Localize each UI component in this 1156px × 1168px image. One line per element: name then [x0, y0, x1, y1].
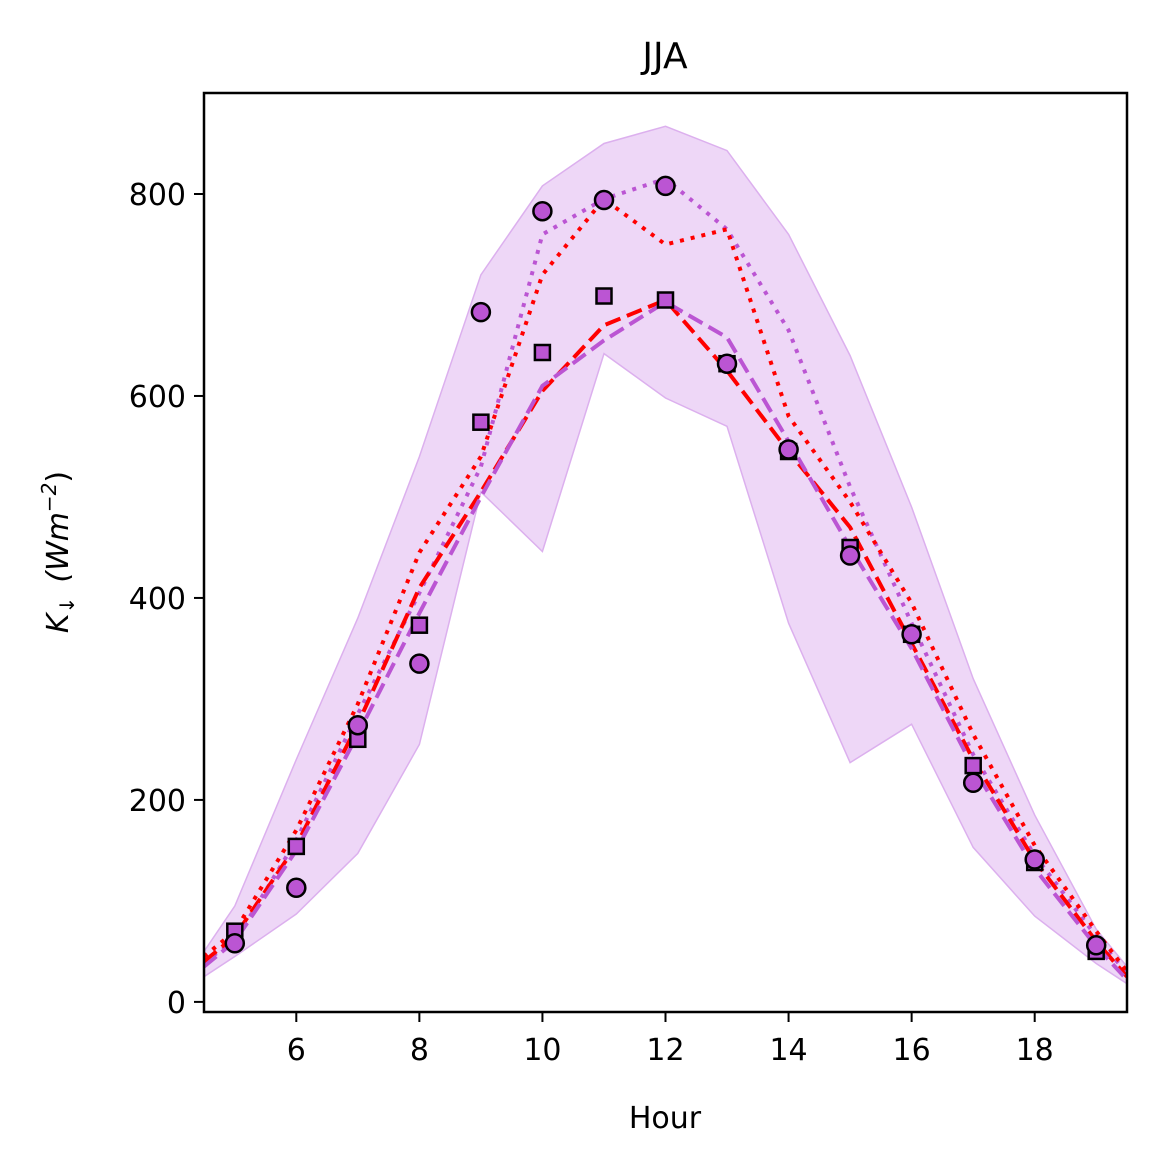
square-marker: [410, 616, 429, 634]
x-tick-label: 10: [523, 1033, 561, 1068]
y-tick-label: 0: [167, 986, 186, 1021]
chart-title: JJA: [640, 36, 688, 77]
y-axis: 0 200 400 600 800: [129, 178, 204, 1021]
circle-marker: [593, 189, 615, 211]
circle-marker: [286, 877, 307, 899]
y-axis-label: K↓ (Wm−2): [37, 471, 79, 633]
series-line-dashed-purple: [204, 299, 1127, 982]
circle-marker: [347, 714, 369, 736]
y-axis-label-close: ): [41, 471, 76, 483]
plot-area: [204, 125, 1127, 985]
circle-marker: [901, 624, 922, 645]
square-marker: [656, 291, 675, 309]
y-axis-label-unit: (Wm: [41, 512, 76, 583]
square-marker: [533, 343, 552, 362]
x-tick-label: 8: [410, 1033, 429, 1068]
x-tick-label: 6: [287, 1033, 306, 1068]
circle-marker: [962, 772, 984, 794]
y-axis-label-symbol: K: [41, 611, 76, 633]
x-tick-label: 14: [769, 1033, 807, 1068]
marker-layer: [224, 175, 1107, 961]
y-tick-label: 600: [129, 380, 186, 415]
square-marker: [287, 837, 306, 856]
x-axis: 6 8 10 12 14 16 18: [287, 1012, 1054, 1068]
circle-marker: [716, 353, 738, 374]
y-tick-label: 800: [129, 178, 186, 213]
y-tick-label: 200: [129, 784, 186, 819]
circle-marker: [655, 175, 676, 197]
circle-marker: [778, 439, 799, 460]
x-tick-label: 18: [1016, 1033, 1054, 1068]
series-line-dashed-red: [204, 297, 1127, 979]
x-axis-label: Hour: [629, 1101, 702, 1136]
y-tick-label: 400: [129, 582, 186, 617]
circle-marker: [224, 933, 246, 954]
square-marker: [964, 756, 982, 775]
y-axis-label-subscript: ↓: [55, 597, 79, 614]
circle-marker: [532, 200, 553, 222]
circle-marker: [409, 653, 430, 674]
x-tick-label: 16: [893, 1033, 931, 1068]
circle-marker: [839, 545, 861, 566]
square-marker: [472, 413, 490, 431]
y-axis-label-exponent: −2: [37, 483, 61, 512]
circle-marker: [1024, 849, 1045, 870]
circle-marker: [470, 301, 492, 323]
x-tick-label: 12: [646, 1033, 684, 1068]
circle-marker: [1085, 935, 1107, 956]
square-marker: [595, 287, 613, 305]
